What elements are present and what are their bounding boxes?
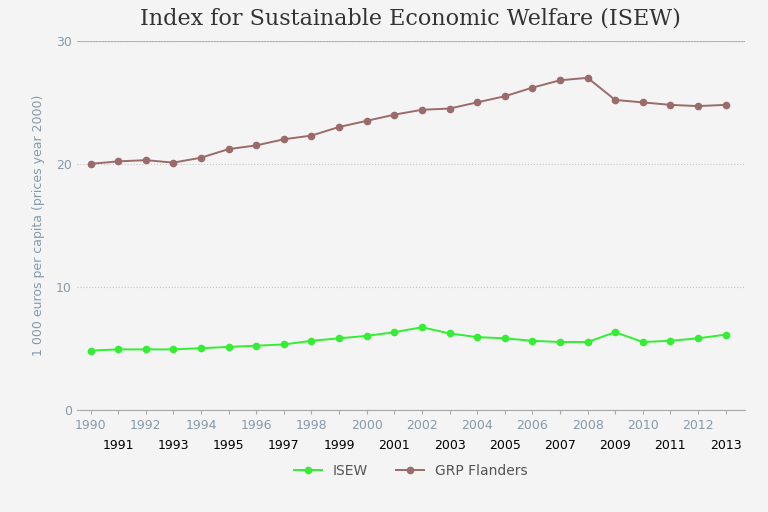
ISEW (555, 339, 564, 345)
GRP Flanders (114, 158, 123, 164)
GRP Flanders (445, 105, 454, 112)
ISEW (472, 334, 482, 340)
GRP Flanders (197, 155, 206, 161)
Line: GRP Flanders: GRP Flanders (88, 75, 729, 167)
ISEW (638, 339, 647, 345)
GRP Flanders (252, 142, 261, 148)
GRP Flanders (721, 102, 730, 108)
Y-axis label: 1 000 euros per capita (prices year 2000): 1 000 euros per capita (prices year 2000… (32, 95, 45, 356)
ISEW (583, 339, 592, 345)
ISEW (307, 338, 316, 344)
ISEW (141, 346, 151, 352)
GRP Flanders (666, 102, 675, 108)
GRP Flanders (141, 157, 151, 163)
ISEW (252, 343, 261, 349)
GRP Flanders (417, 106, 426, 113)
GRP Flanders (555, 77, 564, 83)
ISEW (197, 345, 206, 351)
GRP Flanders (583, 75, 592, 81)
ISEW (335, 335, 344, 342)
ISEW (280, 342, 289, 348)
ISEW (500, 335, 509, 342)
GRP Flanders (638, 99, 647, 105)
Legend: ISEW, GRP Flanders: ISEW, GRP Flanders (289, 459, 533, 484)
ISEW (666, 338, 675, 344)
ISEW (114, 346, 123, 352)
ISEW (528, 338, 537, 344)
ISEW (362, 333, 371, 339)
GRP Flanders (611, 97, 620, 103)
GRP Flanders (389, 112, 399, 118)
GRP Flanders (528, 84, 537, 91)
GRP Flanders (169, 160, 178, 166)
GRP Flanders (472, 99, 482, 105)
Line: ISEW: ISEW (88, 324, 729, 354)
GRP Flanders (335, 124, 344, 130)
ISEW (445, 330, 454, 336)
GRP Flanders (280, 136, 289, 142)
ISEW (224, 344, 233, 350)
GRP Flanders (694, 103, 703, 109)
ISEW (86, 348, 95, 354)
GRP Flanders (86, 161, 95, 167)
GRP Flanders (362, 118, 371, 124)
ISEW (611, 329, 620, 335)
ISEW (721, 332, 730, 338)
ISEW (417, 324, 426, 330)
GRP Flanders (224, 146, 233, 152)
ISEW (169, 346, 178, 352)
Title: Index for Sustainable Economic Welfare (ISEW): Index for Sustainable Economic Welfare (… (141, 7, 681, 29)
ISEW (389, 329, 399, 335)
GRP Flanders (307, 133, 316, 139)
GRP Flanders (500, 93, 509, 99)
ISEW (694, 335, 703, 342)
